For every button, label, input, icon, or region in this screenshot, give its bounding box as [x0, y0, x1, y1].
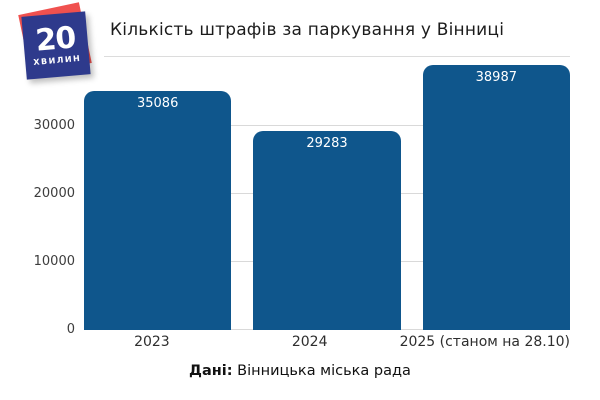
bar-slot-3: 38987: [422, 58, 570, 330]
y-tick-label-20000: 20000: [33, 186, 75, 201]
source-label: Дані:: [189, 363, 233, 379]
plot-area: 35086 29283 38987: [84, 58, 570, 330]
page-title: Кількість штрафів за паркування у Вінниц…: [110, 20, 505, 40]
bars: 35086 29283 38987: [84, 58, 570, 330]
bar-value-label: 35086: [136, 96, 179, 112]
bar-3: 38987: [422, 64, 570, 330]
y-axis-labels: 0 10000 20000 30000: [0, 58, 75, 337]
source-text: Вінницька міська рада: [232, 363, 411, 379]
bar-slot-1: 35086: [84, 58, 232, 330]
source-note: Дані: Вінницька міська рада: [0, 363, 600, 379]
gridline-30000: [84, 125, 570, 126]
bar-slot-2: 29283: [253, 58, 401, 330]
x-tick-label: 2024: [291, 334, 328, 350]
bar-value-label: 29283: [306, 135, 348, 151]
x-tick-label: 2025 (станом на 28.10): [399, 334, 570, 350]
bar-1: 35086: [84, 91, 232, 330]
x-tick-label: 2023: [134, 334, 170, 350]
logo-number: 20: [34, 20, 77, 59]
y-tick-label-30000: 30000: [33, 118, 75, 133]
bar-2: 29283: [253, 130, 401, 330]
y-tick-label-10000: 10000: [33, 254, 75, 269]
title-divider: [104, 56, 570, 57]
x-axis-labels: 2023 2024 2025 (станом на 28.10): [84, 334, 570, 350]
y-tick-label-0: 0: [66, 322, 75, 337]
bar-value-label: 38987: [475, 69, 517, 85]
